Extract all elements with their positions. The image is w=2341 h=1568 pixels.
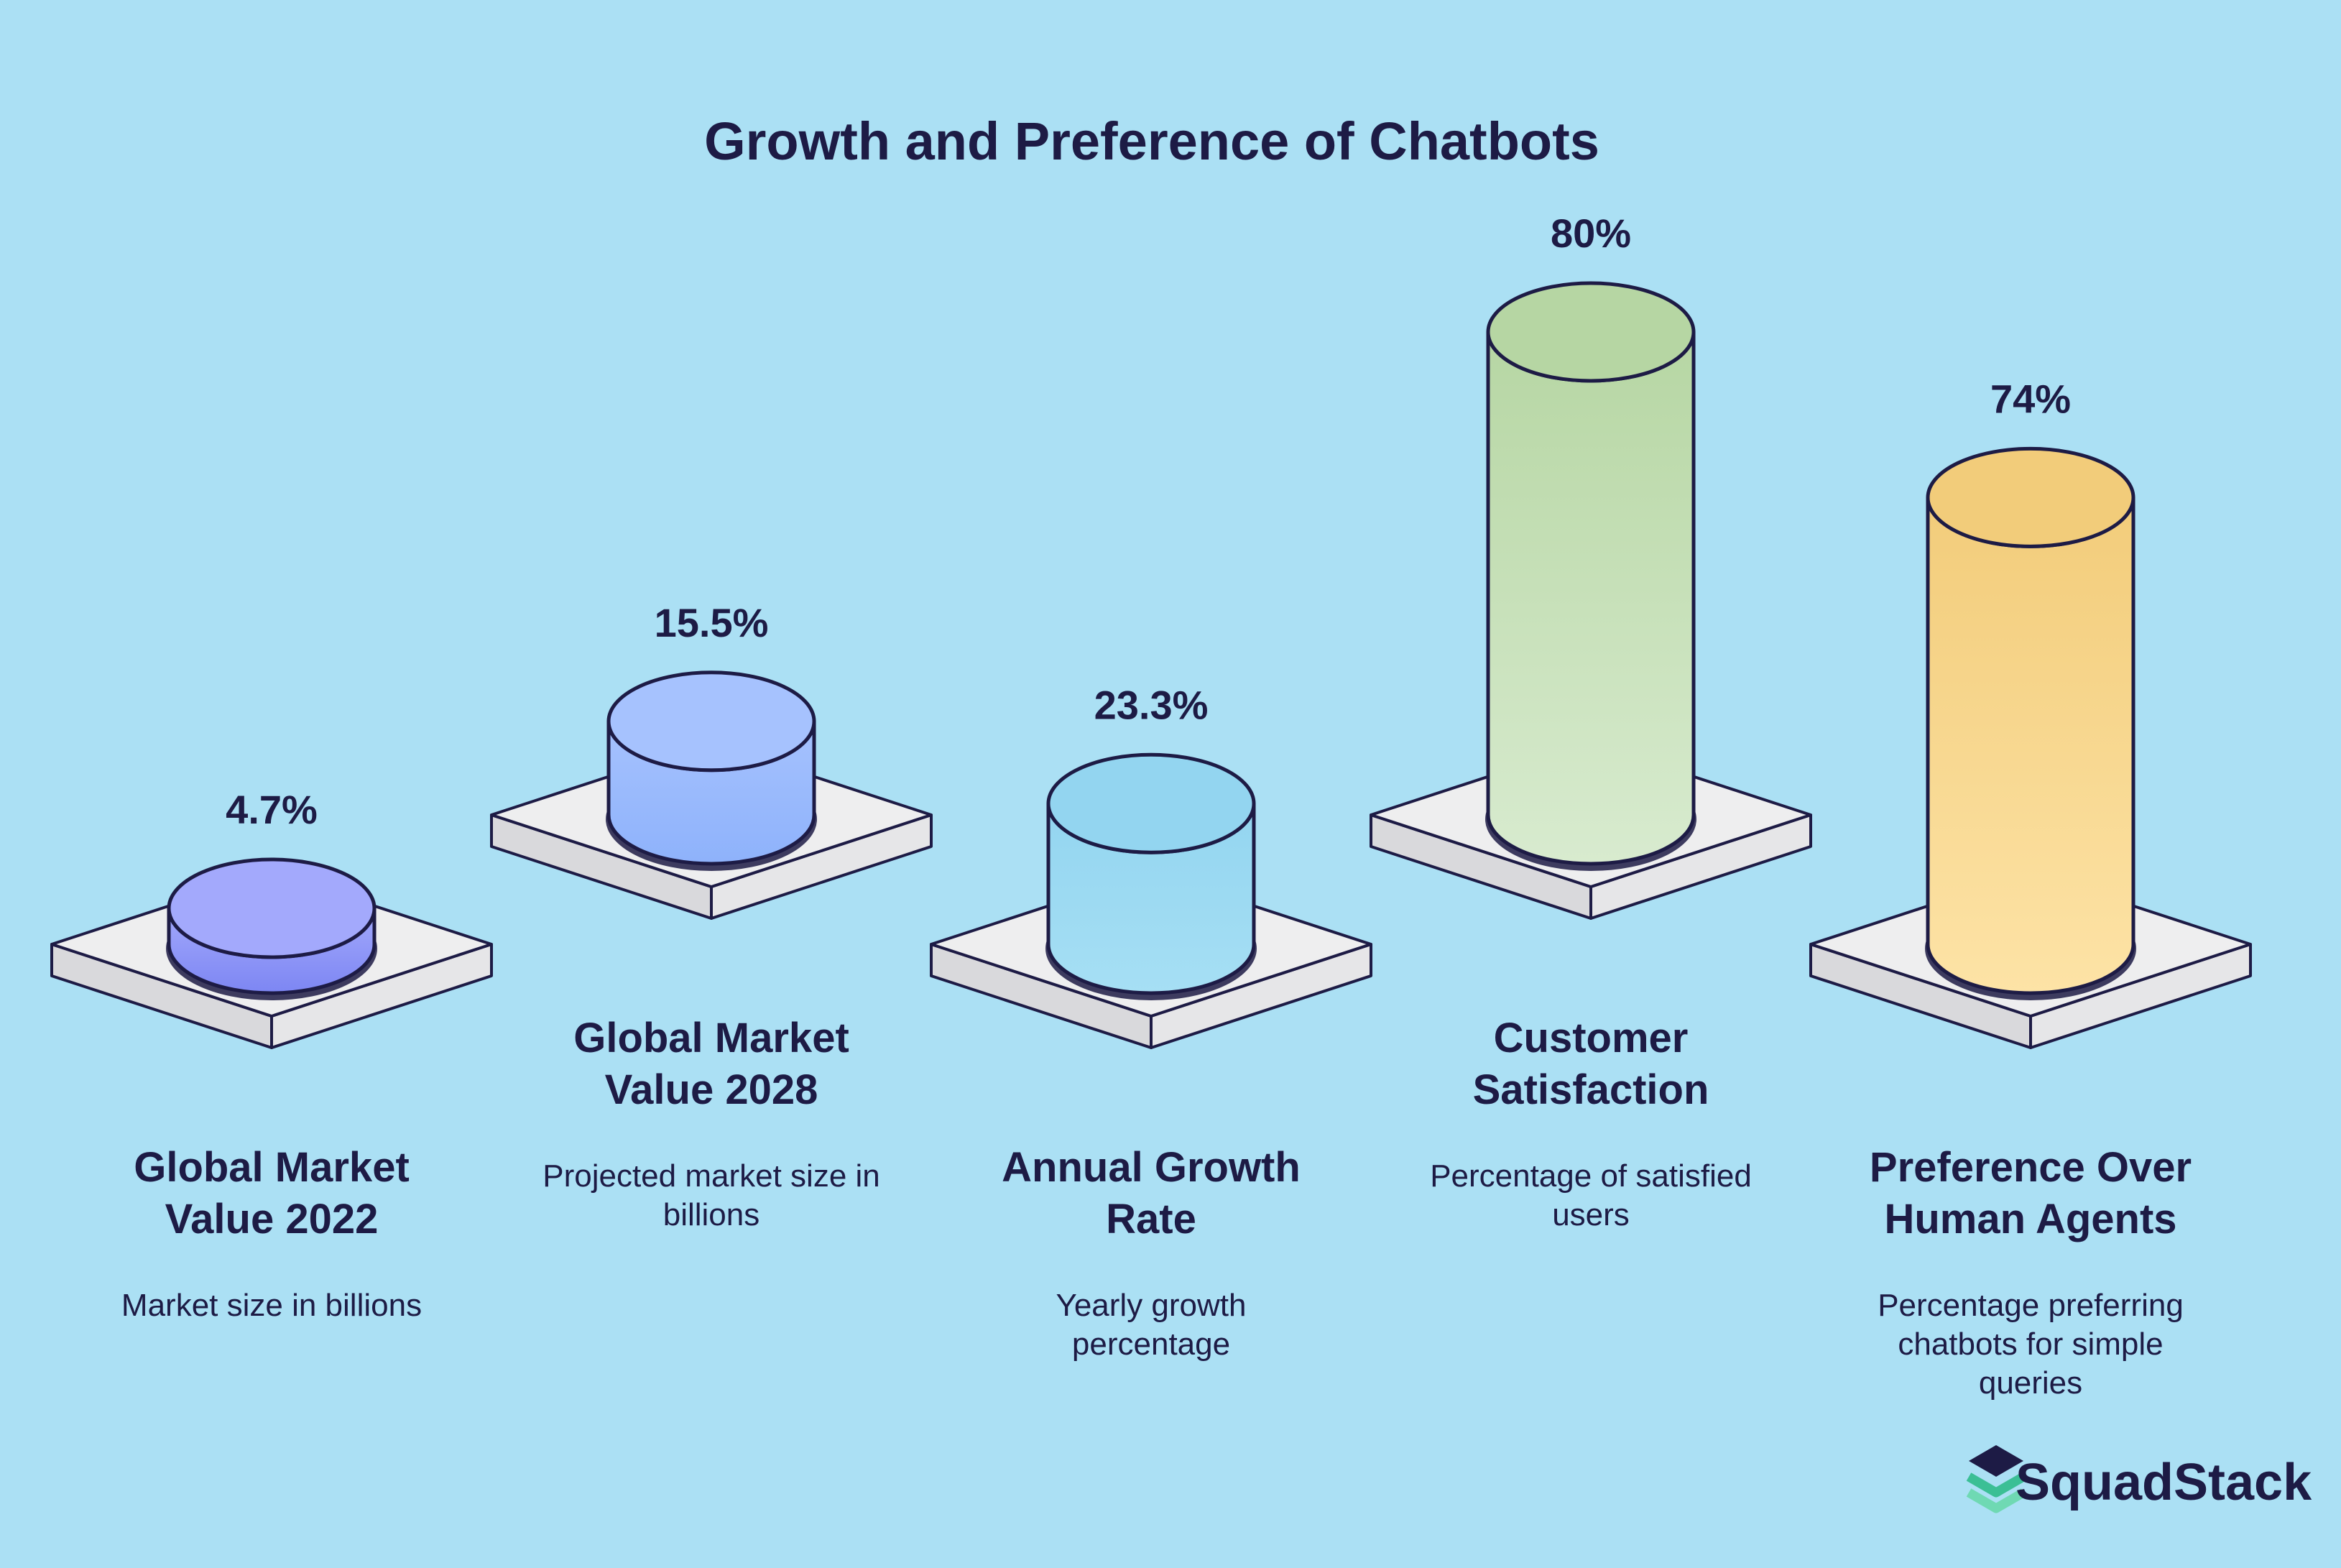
bar-top — [1926, 446, 2135, 548]
bars: 4.7% Global Market Value 2022 Market size i… — [50, 211, 2252, 1401]
category-description: Percentage of satisfied — [1430, 1158, 1752, 1194]
brand-name: SquadStack — [2016, 1454, 2312, 1511]
category-label: Global Market — [573, 1015, 849, 1061]
bar-group: 4.7% Global Market Value 2022 Market size i… — [50, 787, 493, 1323]
data-label: 4.7% — [226, 787, 318, 832]
data-label: 15.5% — [655, 600, 769, 645]
brand-logo: SquadStack — [1966, 1445, 2312, 1513]
data-label: 80% — [1551, 211, 1631, 256]
category-label: Value 2022 — [165, 1196, 379, 1242]
category-description: billions — [663, 1197, 760, 1232]
category-description: percentage — [1072, 1327, 1230, 1362]
category-label: Human Agents — [1884, 1196, 2176, 1242]
bar-top — [606, 670, 816, 773]
bar — [1926, 495, 2135, 995]
data-label: 23.3% — [1094, 682, 1209, 727]
category-description: chatbots for simple — [1898, 1327, 2163, 1362]
category-description: Yearly growth — [1056, 1288, 1247, 1323]
bar — [1486, 330, 1696, 866]
bar-top — [1046, 752, 1256, 854]
bar-group: 23.3% Annual Growth Rate Yearly growth perce… — [930, 682, 1372, 1362]
category-label: Global Market — [134, 1144, 410, 1191]
category-label: Annual Growth — [1002, 1144, 1301, 1191]
bar-group: 74% Preference Over Human Agents Percentage… — [1809, 376, 2252, 1401]
category-label: Value 2028 — [605, 1066, 818, 1113]
bar-top — [1486, 281, 1696, 383]
category-description: Projected market size in — [542, 1158, 880, 1194]
bar-top — [167, 857, 377, 959]
category-description: users — [1552, 1197, 1630, 1232]
stacked-layers-icon — [1966, 1445, 2026, 1513]
bar-group: 15.5% Global Market Value 2028 Projected ma… — [490, 600, 933, 1232]
data-label: 74% — [1990, 376, 2071, 421]
bar-group: 80% Customer Satisfaction Percentage of sat… — [1370, 211, 1812, 1232]
category-description: Percentage preferring — [1878, 1288, 2184, 1323]
category-label: Preference Over — [1870, 1144, 2192, 1191]
category-label: Customer — [1494, 1015, 1689, 1061]
chart-title: Growth and Preference of Chatbots — [704, 111, 1599, 171]
category-label: Rate — [1106, 1196, 1196, 1242]
category-description: queries — [1979, 1365, 2082, 1401]
category-label: Satisfaction — [1473, 1066, 1709, 1113]
category-description: Market size in billions — [121, 1288, 422, 1323]
